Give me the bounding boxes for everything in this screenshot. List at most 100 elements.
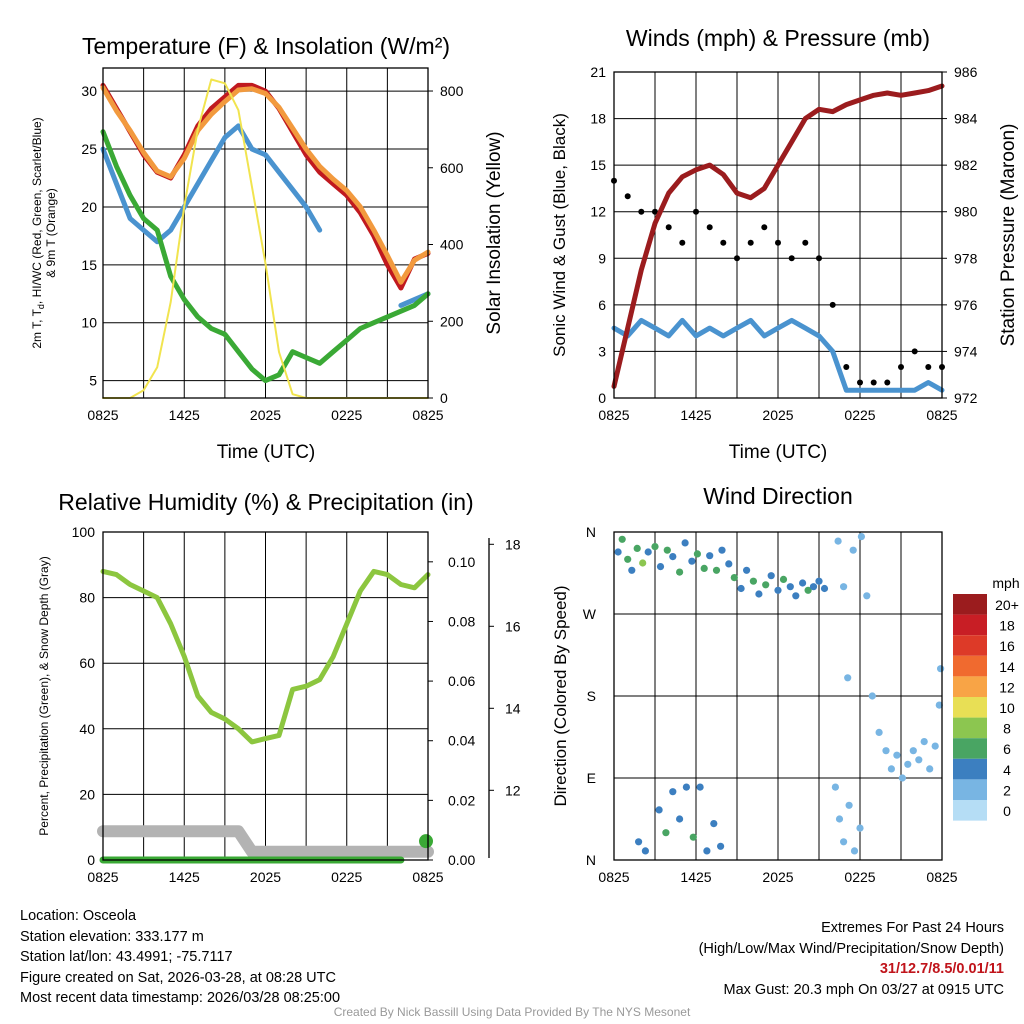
gust-point bbox=[761, 224, 768, 231]
recent-timestamp: Most recent data timestamp: 2026/03/28 0… bbox=[20, 990, 341, 1006]
legend-swatch bbox=[953, 655, 987, 677]
x-tick-label: 0225 bbox=[844, 407, 875, 423]
direction-point bbox=[624, 555, 632, 563]
x-tick-label: 0225 bbox=[844, 869, 875, 885]
legend-swatch bbox=[953, 800, 987, 821]
legend-swatch bbox=[953, 614, 987, 636]
gust-point bbox=[720, 239, 727, 246]
direction-point bbox=[662, 829, 670, 837]
direction-point bbox=[688, 557, 696, 565]
x-tick-label: 0825 bbox=[412, 869, 443, 885]
direction-point bbox=[786, 583, 794, 591]
series-relative-humidity bbox=[100, 568, 431, 745]
direction-point bbox=[755, 590, 763, 598]
temp-ticks: 0825 1425 2025 0225 082551015202530020040060… bbox=[81, 83, 463, 423]
direction-point bbox=[706, 552, 714, 560]
y-tick-label: 20 bbox=[79, 786, 95, 802]
x-tick-label: 0825 bbox=[412, 407, 443, 423]
gust-point bbox=[788, 255, 795, 262]
legend-label: 16 bbox=[999, 638, 1015, 654]
x-tick-label: 2025 bbox=[762, 407, 793, 423]
station-info: Location: Osceola Station elevation: 333… bbox=[20, 906, 340, 1009]
y2-tick-label: 974 bbox=[954, 343, 978, 359]
direction-point bbox=[882, 747, 890, 755]
panel-winds: Winds (mph) & Pressure (mb) 0825 1425 2025… bbox=[550, 25, 1019, 463]
direction-point bbox=[614, 548, 622, 556]
gust-point bbox=[652, 208, 658, 215]
y2-tick-label: 400 bbox=[440, 237, 464, 253]
direction-point bbox=[909, 747, 917, 755]
x-tick-label: 0825 bbox=[926, 407, 957, 423]
wind-title: Winds (mph) & Pressure (mb) bbox=[626, 25, 930, 51]
gust-point bbox=[665, 224, 672, 231]
direction-point bbox=[696, 783, 704, 791]
direction-point bbox=[809, 583, 818, 591]
direction-point bbox=[633, 544, 641, 553]
legend-swatch bbox=[953, 697, 987, 718]
panel-direction: Wind Direction 0825 1425 2025 0225 0825NESWN… bbox=[551, 483, 1020, 885]
extremes-title: Extremes For Past 24 Hours bbox=[821, 920, 1004, 936]
direction-point bbox=[712, 566, 721, 574]
y2-tick-label: 0.00 bbox=[448, 852, 475, 868]
direction-point bbox=[669, 788, 677, 796]
direction-point bbox=[849, 546, 857, 554]
direction-point bbox=[767, 572, 775, 580]
x-tick-label: 0825 bbox=[598, 869, 629, 885]
rh-ylabel: Percent, Precipitation (Green), & Snow D… bbox=[37, 556, 51, 835]
y-tick-label: W bbox=[583, 606, 597, 622]
direction-point bbox=[641, 847, 650, 855]
y3-tick-label: 18 bbox=[505, 536, 521, 552]
y-tick-label: N bbox=[586, 852, 596, 868]
rh-frame bbox=[102, 531, 429, 861]
direction-point bbox=[774, 586, 782, 594]
direction-point bbox=[937, 665, 945, 673]
y2-tick-label: 972 bbox=[954, 390, 978, 406]
y-tick-label: 80 bbox=[79, 590, 95, 606]
direction-point bbox=[644, 548, 652, 556]
direction-point bbox=[850, 847, 859, 855]
dir-ylabel: Direction (Colored By Speed) bbox=[551, 585, 570, 806]
y2-tick-label: 200 bbox=[440, 313, 464, 329]
y-tick-label: 6 bbox=[598, 297, 606, 313]
max-gust: Max Gust: 20.3 mph On 03/27 at 0915 UTC bbox=[723, 981, 1004, 998]
series-station-pressure bbox=[611, 83, 945, 389]
direction-point bbox=[651, 543, 659, 551]
direction-point bbox=[779, 575, 788, 584]
legend-label: 12 bbox=[999, 679, 1015, 695]
y-tick-label: 18 bbox=[590, 111, 606, 127]
wind-xlabel: Time (UTC) bbox=[729, 442, 828, 463]
legend-swatch bbox=[953, 635, 987, 656]
direction-point bbox=[840, 583, 848, 591]
direction-point bbox=[868, 692, 876, 700]
direction-point bbox=[639, 559, 647, 567]
direction-point bbox=[815, 577, 823, 585]
direction-point bbox=[831, 783, 840, 791]
y2-tick-label: 980 bbox=[954, 204, 978, 220]
x-tick-label: 1425 bbox=[169, 407, 200, 423]
y-tick-label: 0 bbox=[598, 390, 606, 406]
precip-point bbox=[419, 834, 433, 849]
gust-point bbox=[911, 348, 918, 355]
x-tick-label: 2025 bbox=[250, 869, 281, 885]
direction-point bbox=[893, 751, 901, 759]
direction-point bbox=[710, 820, 718, 828]
x-tick-label: 0225 bbox=[331, 407, 362, 423]
wind-y2label: Station Pressure (Maroon) bbox=[998, 124, 1019, 347]
direction-point bbox=[618, 535, 626, 543]
wind-series bbox=[611, 83, 945, 393]
gust-point bbox=[679, 239, 686, 246]
y-tick-label: 9 bbox=[598, 250, 606, 266]
legend-swatch bbox=[953, 717, 987, 739]
direction-point bbox=[887, 765, 896, 773]
legend-swatch bbox=[953, 738, 987, 759]
direction-point bbox=[628, 566, 636, 574]
legend-swatch bbox=[953, 594, 987, 615]
gust-point bbox=[706, 224, 713, 231]
x-tick-label: 1425 bbox=[680, 407, 711, 423]
y2-tick-label: 984 bbox=[954, 111, 978, 127]
direction-point bbox=[635, 838, 643, 846]
rh-title: Relative Humidity (%) & Precipitation (i… bbox=[58, 489, 473, 515]
y-tick-label: N bbox=[586, 524, 596, 540]
temp-frame bbox=[102, 67, 429, 399]
wind-ticks: 0825 1425 2025 0225 082503691215182197297497… bbox=[590, 64, 977, 423]
